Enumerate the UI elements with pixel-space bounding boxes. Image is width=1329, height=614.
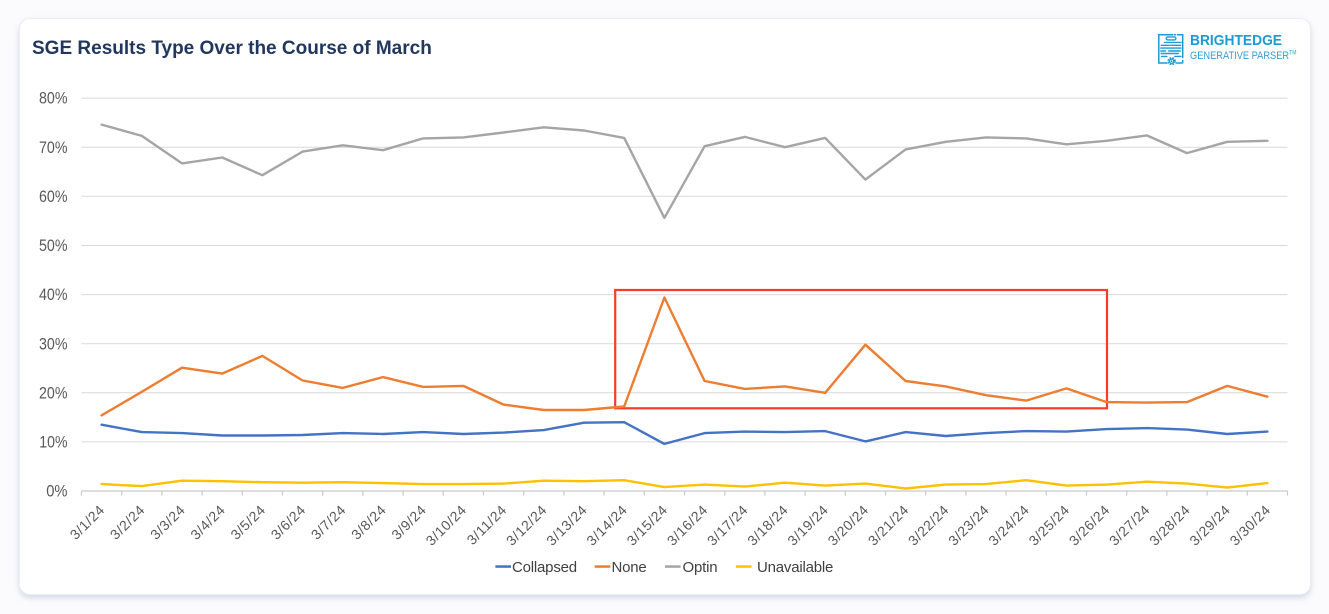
svg-text:3/6/24: 3/6/24	[268, 502, 309, 543]
svg-text:3/3/24: 3/3/24	[147, 502, 188, 543]
svg-text:3/1/24: 3/1/24	[67, 502, 108, 543]
svg-text:3/18/24: 3/18/24	[744, 502, 791, 549]
svg-text:Unavailable: Unavailable	[757, 559, 833, 576]
svg-text:10%: 10%	[39, 433, 67, 452]
svg-text:3/11/24: 3/11/24	[463, 502, 509, 548]
svg-text:3/13/24: 3/13/24	[543, 502, 590, 549]
svg-text:0%: 0%	[46, 482, 67, 501]
svg-text:40%: 40%	[39, 285, 68, 304]
svg-text:3/24/24: 3/24/24	[985, 502, 1032, 549]
svg-text:3/28/24: 3/28/24	[1146, 502, 1193, 549]
svg-text:80%: 80%	[39, 89, 68, 108]
svg-text:3/23/24: 3/23/24	[945, 502, 992, 549]
svg-text:3/29/24: 3/29/24	[1186, 502, 1233, 549]
svg-text:3/27/24: 3/27/24	[1106, 502, 1153, 549]
svg-text:3/30/24: 3/30/24	[1226, 502, 1273, 549]
svg-text:3/14/24: 3/14/24	[583, 502, 630, 549]
svg-text:3/26/24: 3/26/24	[1066, 502, 1113, 549]
svg-text:3/5/24: 3/5/24	[227, 502, 268, 543]
svg-text:3/19/24: 3/19/24	[784, 502, 831, 549]
svg-text:3/21/24: 3/21/24	[865, 502, 912, 549]
svg-text:3/2/24: 3/2/24	[107, 502, 148, 543]
svg-text:30%: 30%	[39, 334, 68, 353]
svg-text:50%: 50%	[39, 236, 68, 255]
svg-text:60%: 60%	[39, 187, 68, 206]
svg-text:70%: 70%	[39, 138, 68, 157]
svg-text:3/15/24: 3/15/24	[623, 502, 670, 549]
svg-text:3/16/24: 3/16/24	[664, 502, 711, 549]
svg-text:3/4/24: 3/4/24	[187, 502, 228, 543]
svg-text:None: None	[612, 559, 647, 576]
svg-text:Collapsed: Collapsed	[512, 559, 577, 576]
svg-text:3/7/24: 3/7/24	[308, 502, 349, 543]
svg-text:Optin: Optin	[683, 559, 718, 576]
svg-text:3/22/24: 3/22/24	[905, 502, 952, 549]
svg-text:3/8/24: 3/8/24	[348, 502, 389, 543]
svg-text:3/25/24: 3/25/24	[1025, 502, 1072, 549]
svg-text:20%: 20%	[39, 383, 68, 402]
svg-text:3/10/24: 3/10/24	[422, 502, 469, 549]
svg-text:3/20/24: 3/20/24	[824, 502, 871, 549]
svg-text:3/12/24: 3/12/24	[503, 502, 550, 549]
svg-text:3/17/24: 3/17/24	[704, 502, 751, 549]
